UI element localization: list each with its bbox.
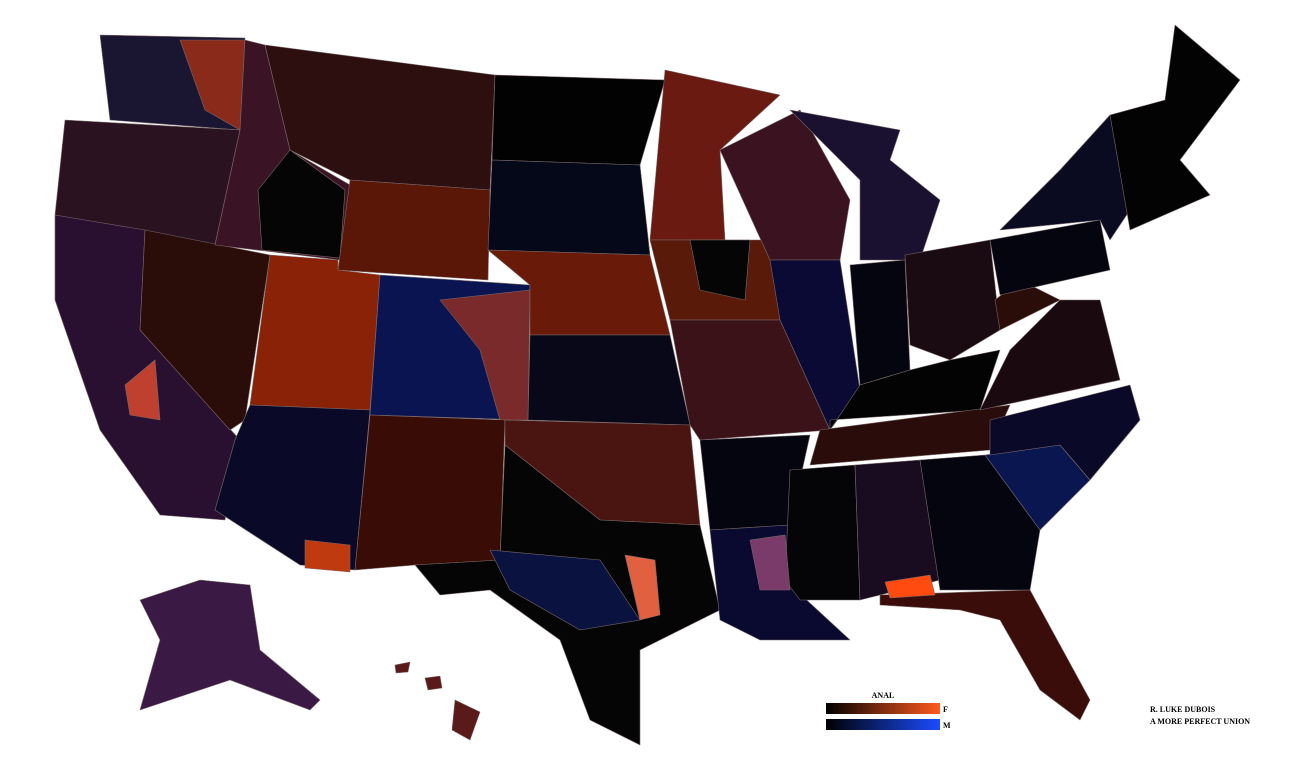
legend-title: ANAL [872, 691, 895, 700]
texas-district [489, 549, 641, 631]
kentucky [829, 349, 1001, 431]
credit-title: A MORE PERFECT UNION [1150, 717, 1250, 726]
california-district [124, 359, 161, 421]
states [54, 24, 1241, 746]
hawaii [424, 675, 443, 691]
iowa-district [689, 239, 751, 301]
missouri [669, 319, 831, 441]
ohio [904, 239, 1001, 361]
virginia [979, 299, 1121, 411]
wyoming [337, 179, 491, 281]
legend-gradient [826, 703, 940, 714]
hawaii [394, 661, 411, 674]
credit-author: R. LUKE DUBOIS [1150, 705, 1216, 714]
arizona [214, 404, 371, 571]
kansas [527, 334, 691, 426]
utah [249, 254, 381, 411]
mississippi-district [749, 534, 791, 591]
north-dakota [491, 74, 666, 166]
pennsylvania [989, 219, 1111, 296]
new-york [999, 114, 1131, 241]
arizona-district [304, 539, 351, 573]
florida-district [884, 574, 936, 599]
mississippi [784, 464, 861, 601]
legend-label: M [943, 721, 951, 730]
indiana [849, 259, 911, 386]
minnesota [649, 69, 781, 241]
alaska [139, 579, 321, 711]
wisconsin [719, 109, 851, 261]
south-dakota [487, 159, 651, 256]
new-mexico [354, 414, 506, 571]
florida [879, 589, 1091, 721]
legend-gradient [826, 719, 940, 730]
legend: ANAL F M [826, 691, 951, 730]
hawaii [451, 699, 481, 741]
north-carolina [989, 384, 1141, 481]
georgia [919, 454, 1041, 591]
idaho-district [257, 149, 346, 259]
new-england [1109, 24, 1241, 231]
legend-label: F [943, 705, 948, 714]
texas-district [624, 554, 661, 621]
michigan [789, 109, 941, 261]
nevada [139, 229, 271, 431]
